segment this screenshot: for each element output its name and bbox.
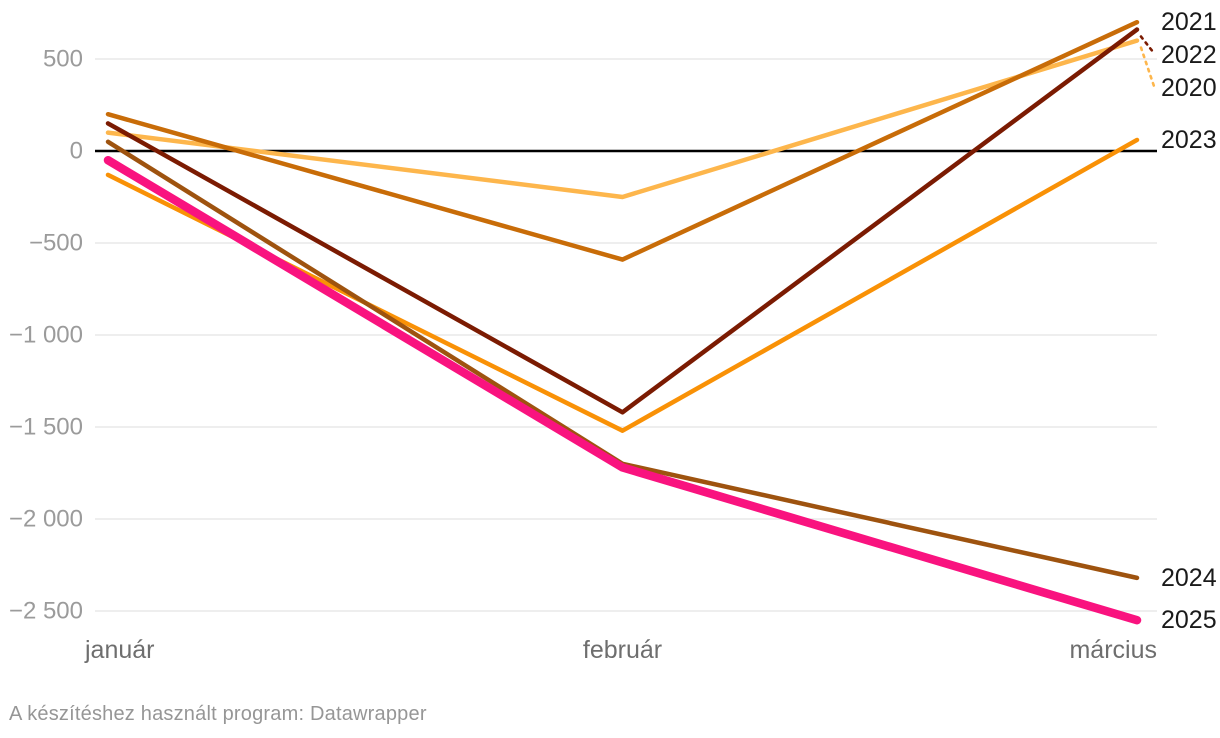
series-end-label-2024: 2024 [1161, 564, 1217, 592]
x-tick-label: február [583, 636, 662, 664]
label-leader-2022 [1139, 35, 1156, 55]
series-line-2023 [105, 137, 1140, 433]
series-line-2021 [105, 19, 1140, 262]
y-tick-label: −2 500 [9, 598, 83, 625]
series-line-2025 [103, 155, 1142, 625]
y-tick-label: 0 [70, 138, 83, 165]
label-leader-2020 [1139, 46, 1156, 88]
series-line-2024 [105, 139, 1140, 581]
x-tick-label: január [84, 636, 155, 664]
attribution-footer: A készítéshez használt program: Datawrap… [9, 703, 427, 725]
series-line-2020 [105, 38, 1140, 200]
y-tick-label: −1 500 [9, 414, 83, 441]
series-line-2022 [105, 27, 1140, 415]
y-tick-label: 500 [43, 46, 83, 73]
y-tick-label: −500 [29, 230, 83, 257]
y-tick-label: −1 000 [9, 322, 83, 349]
x-tick-label: március [1069, 636, 1157, 664]
series-end-label-2020: 2020 [1161, 74, 1217, 102]
series-end-label-2022: 2022 [1161, 41, 1217, 69]
series-end-label-2021: 2021 [1161, 8, 1217, 36]
series-end-label-2023: 2023 [1161, 126, 1217, 154]
series-end-label-2025: 2025 [1161, 606, 1217, 634]
y-tick-label: −2 000 [9, 506, 83, 533]
